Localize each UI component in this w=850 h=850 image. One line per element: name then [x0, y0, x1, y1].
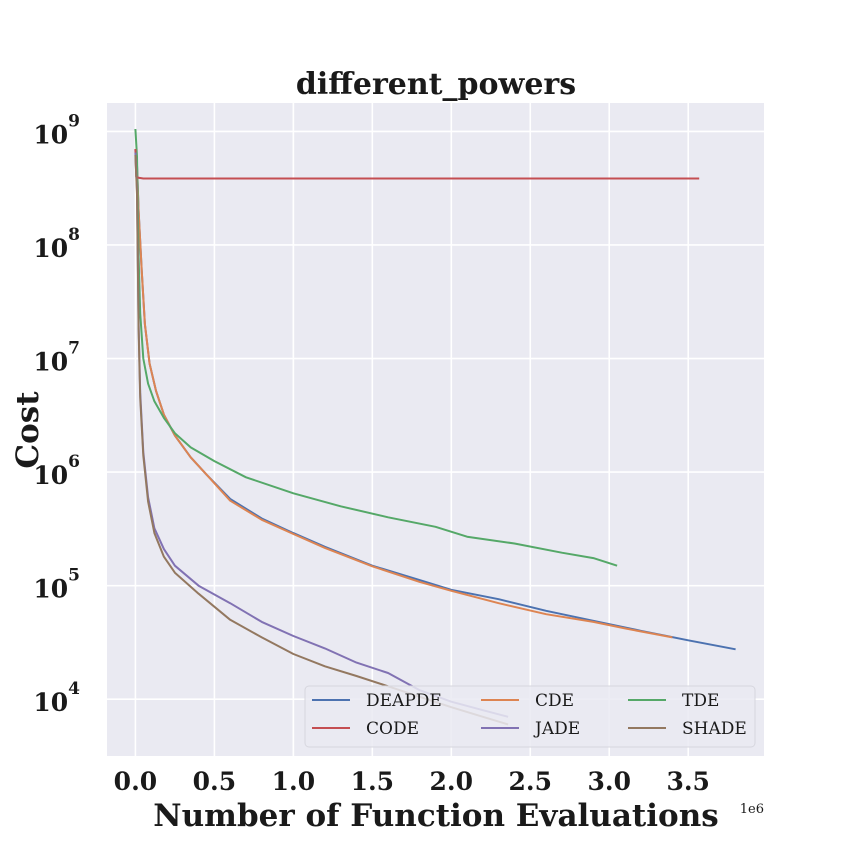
legend-label-cde: CDE	[535, 691, 574, 711]
legend-label-deapde: DEAPDE	[366, 691, 442, 711]
y-tick-label: 104	[33, 679, 80, 717]
legend: DEAPDE CDE TDE CODE JADE SHADE	[304, 685, 756, 748]
legend-label-jade: JADE	[533, 719, 580, 739]
x-tick-label: 0.5	[193, 767, 237, 796]
plot-area	[107, 103, 764, 756]
series-line-tde	[134, 128, 618, 567]
y-tick-label: 107	[33, 339, 80, 377]
x-tick-label: 1.5	[351, 767, 395, 796]
y-axis-ticks: 104 105 106 107 108 109	[33, 111, 80, 717]
legend-label-tde: TDE	[682, 691, 719, 711]
chart-title: different_powers	[296, 67, 576, 102]
x-tick-label: 3.0	[587, 767, 631, 796]
x-tick-label: 0.0	[114, 767, 158, 796]
x-tick-label: 3.5	[666, 767, 710, 796]
legend-label-shade: SHADE	[682, 719, 747, 739]
x-tick-label: 2.0	[430, 767, 474, 796]
grid-lines	[107, 103, 764, 756]
x-axis-label: Number of Function Evaluations	[153, 798, 718, 834]
y-tick-label: 106	[33, 452, 80, 490]
legend-label-code: CODE	[366, 719, 419, 739]
y-tick-label: 108	[33, 225, 80, 263]
x-tick-label: 2.5	[509, 767, 553, 796]
y-axis-label: Cost	[10, 391, 46, 469]
x-axis-ticks: 0.0 0.5 1.0 1.5 2.0 2.5 3.0 3.5	[114, 767, 710, 796]
y-tick-label: 109	[33, 111, 80, 149]
legend-box	[304, 685, 756, 748]
x-axis-offset-label: 1e6	[740, 802, 764, 817]
series-line-cde	[134, 150, 673, 639]
y-tick-label: 105	[33, 566, 80, 604]
x-tick-label: 1.0	[272, 767, 316, 796]
